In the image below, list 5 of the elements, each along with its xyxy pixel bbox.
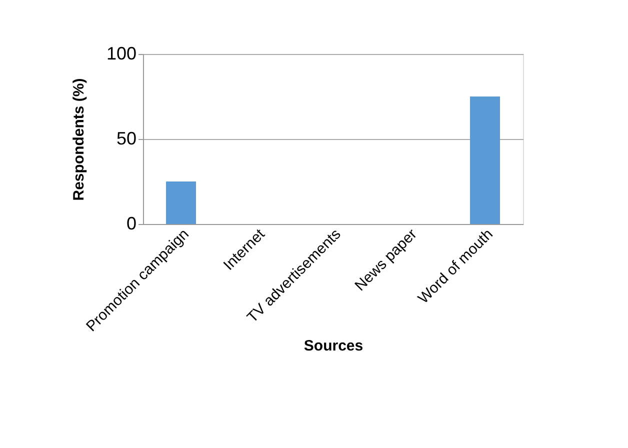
y-axis-title: Respondents (%) xyxy=(70,78,88,201)
x-axis-title: Sources xyxy=(304,337,364,354)
y-tick-label: 50 xyxy=(116,128,136,148)
y-tick-label: 0 xyxy=(126,214,136,234)
y-tick-label: 100 xyxy=(106,44,136,64)
